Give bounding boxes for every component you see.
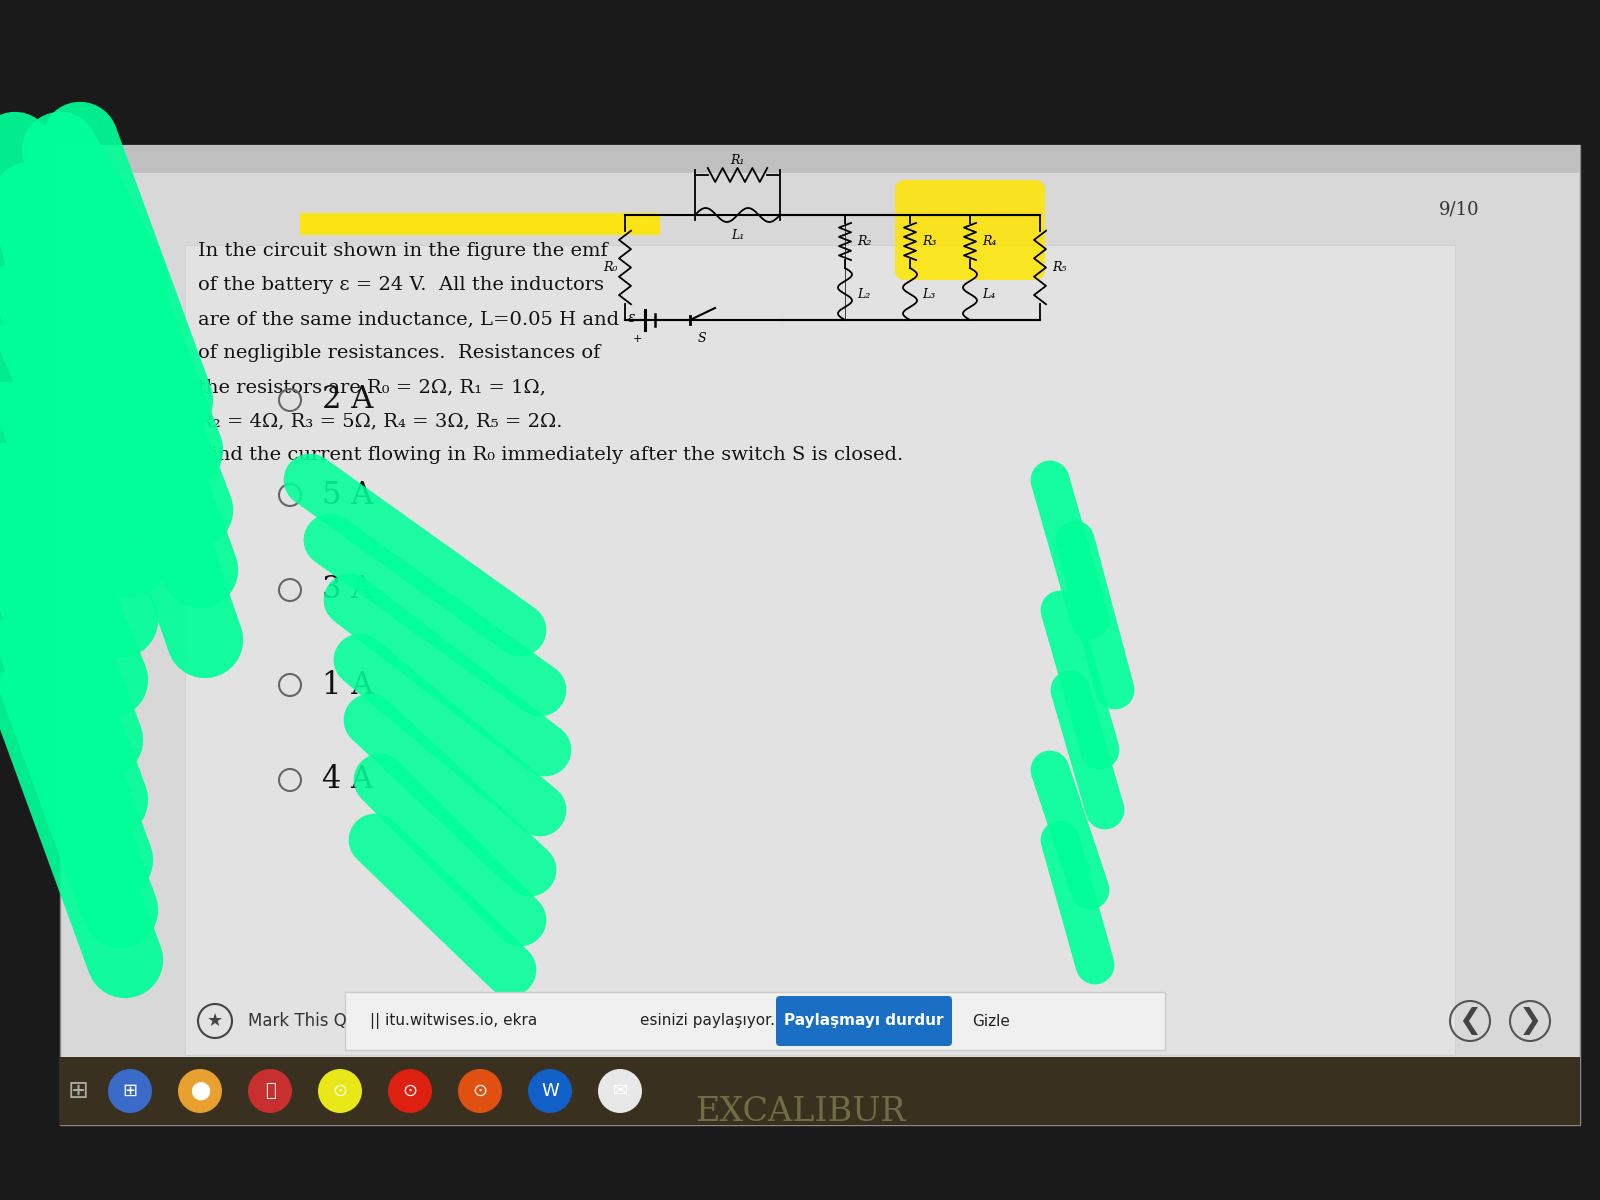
Text: Mark This Q: Mark This Q [248,1012,347,1030]
Circle shape [528,1069,573,1114]
Text: 2 A: 2 A [322,384,373,415]
FancyBboxPatch shape [776,996,952,1046]
Text: ε: ε [627,311,635,325]
Text: R₁: R₁ [730,154,744,167]
Text: ❮: ❮ [1458,1007,1482,1036]
Text: 1 A: 1 A [322,670,373,701]
Text: R₂ = 4Ω, R₃ = 5Ω, R₄ = 3Ω, R₅ = 2Ω.: R₂ = 4Ω, R₃ = 5Ω, R₄ = 3Ω, R₅ = 2Ω. [198,412,563,430]
Text: the resistors are R₀ = 2Ω, R₁ = 1Ω,: the resistors are R₀ = 2Ω, R₁ = 1Ω, [198,378,546,396]
Circle shape [248,1069,291,1114]
Text: Paylaşmayı durdur: Paylaşmayı durdur [784,1014,944,1028]
Text: are of the same inductance, L=0.05 H and: are of the same inductance, L=0.05 H and [198,310,619,328]
Text: Find the current flowing in R₀ immediately after the switch S is closed.: Find the current flowing in R₀ immediate… [198,446,904,464]
Text: W: W [541,1082,558,1100]
Circle shape [387,1069,432,1114]
Text: L₂: L₂ [858,288,870,300]
Text: L₁: L₁ [731,229,744,242]
Text: of negligible resistances.  Resistances of: of negligible resistances. Resistances o… [198,344,600,362]
Text: ❯: ❯ [1518,1007,1542,1036]
Text: 5 A: 5 A [322,480,373,510]
Text: 3 A: 3 A [322,575,373,606]
Text: of the battery ε = 24 V.  All the inductors: of the battery ε = 24 V. All the inducto… [198,276,605,294]
Text: EXCALIBUR: EXCALIBUR [694,1096,906,1128]
Text: L₄: L₄ [982,288,995,300]
Text: L₃: L₃ [922,288,936,300]
FancyBboxPatch shape [186,245,1454,1055]
Text: || itu.witwises.io, ekra: || itu.witwises.io, ekra [370,1013,538,1028]
Text: ⬛: ⬛ [264,1082,275,1100]
Text: R₀: R₀ [603,260,618,274]
Text: R₂: R₂ [858,235,872,248]
Text: R₅: R₅ [1053,260,1066,274]
Text: R₃: R₃ [922,235,936,248]
FancyBboxPatch shape [346,992,1165,1050]
Text: R₄: R₄ [982,235,997,248]
Circle shape [109,1069,152,1114]
Text: esinizi paylaşıyor.: esinizi paylaşıyor. [640,1014,774,1028]
Text: In the circuit shown in the figure the emf: In the circuit shown in the figure the e… [198,242,608,260]
FancyBboxPatch shape [61,1057,1581,1126]
Circle shape [318,1069,362,1114]
Text: ✉: ✉ [613,1082,627,1100]
Text: ⊙: ⊙ [403,1082,418,1100]
Text: 9/10: 9/10 [1440,200,1480,218]
Text: +: + [632,334,642,344]
Circle shape [178,1069,222,1114]
Text: ★: ★ [206,1012,222,1030]
Text: ⊙: ⊙ [472,1082,488,1100]
Text: Gizle: Gizle [973,1014,1010,1028]
FancyBboxPatch shape [61,145,1581,1126]
Circle shape [458,1069,502,1114]
Text: ⬤: ⬤ [190,1082,210,1100]
FancyBboxPatch shape [61,145,1581,173]
Text: ⊞: ⊞ [123,1082,138,1100]
Circle shape [598,1069,642,1114]
FancyBboxPatch shape [301,214,661,235]
Text: ⊞: ⊞ [67,1079,88,1103]
FancyBboxPatch shape [894,180,1045,280]
Text: ⊙: ⊙ [333,1082,347,1100]
Text: 4 A: 4 A [322,764,373,796]
Text: S: S [698,332,706,346]
